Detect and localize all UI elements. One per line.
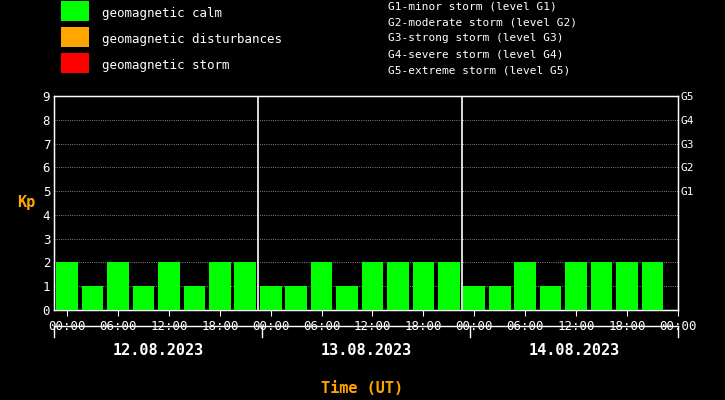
Text: G4-severe storm (level G4): G4-severe storm (level G4) xyxy=(388,50,563,60)
Bar xyxy=(61,27,89,47)
Bar xyxy=(387,262,409,310)
Bar xyxy=(591,262,613,310)
Bar xyxy=(260,286,281,310)
Bar xyxy=(336,286,358,310)
Bar xyxy=(234,262,256,310)
Text: G1-minor storm (level G1): G1-minor storm (level G1) xyxy=(388,2,557,12)
Bar xyxy=(158,262,180,310)
Bar xyxy=(133,286,154,310)
Bar xyxy=(57,262,78,310)
Text: G2-moderate storm (level G2): G2-moderate storm (level G2) xyxy=(388,18,577,28)
Text: geomagnetic calm: geomagnetic calm xyxy=(102,7,223,20)
Text: 13.08.2023: 13.08.2023 xyxy=(320,343,412,358)
Bar xyxy=(209,262,231,310)
Text: Time (UT): Time (UT) xyxy=(321,381,404,396)
Bar xyxy=(540,286,561,310)
Bar xyxy=(183,286,205,310)
Bar xyxy=(463,286,485,310)
Bar xyxy=(311,262,332,310)
Bar xyxy=(413,262,434,310)
Text: G3-strong storm (level G3): G3-strong storm (level G3) xyxy=(388,34,563,44)
Bar xyxy=(514,262,536,310)
Text: G5-extreme storm (level G5): G5-extreme storm (level G5) xyxy=(388,65,570,75)
Bar xyxy=(616,262,638,310)
Bar xyxy=(61,2,89,21)
Text: 14.08.2023: 14.08.2023 xyxy=(529,343,620,358)
Text: geomagnetic storm: geomagnetic storm xyxy=(102,59,230,72)
Bar xyxy=(489,286,510,310)
Bar xyxy=(566,262,587,310)
Text: geomagnetic disturbances: geomagnetic disturbances xyxy=(102,33,282,46)
Y-axis label: Kp: Kp xyxy=(17,196,36,210)
Bar xyxy=(286,286,307,310)
Bar xyxy=(362,262,384,310)
Bar xyxy=(82,286,104,310)
Bar xyxy=(107,262,129,310)
Text: 12.08.2023: 12.08.2023 xyxy=(112,343,204,358)
Bar xyxy=(61,53,89,73)
Bar xyxy=(438,262,460,310)
Bar xyxy=(642,262,663,310)
